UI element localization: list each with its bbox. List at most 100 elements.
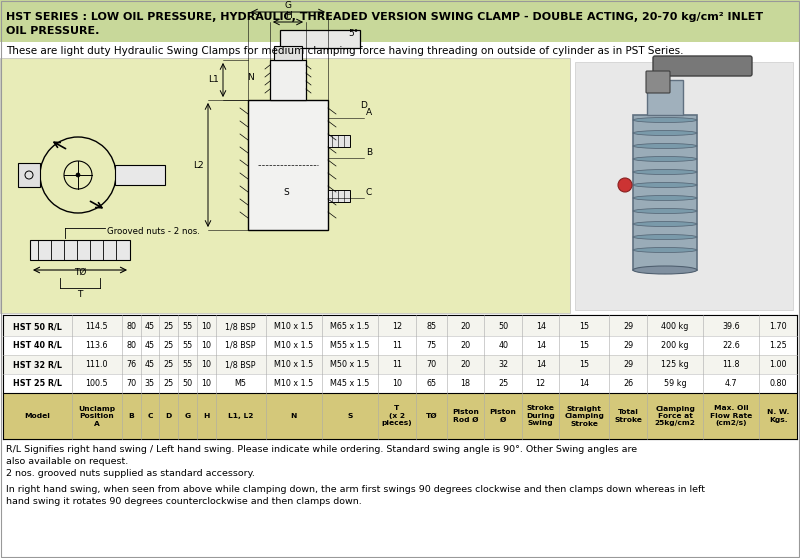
FancyBboxPatch shape xyxy=(270,60,306,100)
FancyBboxPatch shape xyxy=(328,190,350,202)
Text: B: B xyxy=(366,148,372,157)
Circle shape xyxy=(618,178,632,192)
Text: 65: 65 xyxy=(426,379,436,388)
Text: L1: L1 xyxy=(208,75,219,84)
Text: 113.6: 113.6 xyxy=(86,341,108,350)
Text: 10: 10 xyxy=(201,341,211,350)
Text: These are light duty Hydraulic Swing Clamps for medium clamping force having thr: These are light duty Hydraulic Swing Cla… xyxy=(6,46,683,56)
Text: H: H xyxy=(285,11,291,20)
Text: 45: 45 xyxy=(145,341,155,350)
Text: 14: 14 xyxy=(579,379,590,388)
Text: 200 kg: 200 kg xyxy=(662,341,689,350)
Text: 70: 70 xyxy=(426,360,436,369)
Text: B: B xyxy=(128,413,134,419)
FancyBboxPatch shape xyxy=(328,135,350,147)
Text: M55 x 1.5: M55 x 1.5 xyxy=(330,341,370,350)
Text: 100.5: 100.5 xyxy=(86,379,108,388)
Text: M10 x 1.5: M10 x 1.5 xyxy=(274,322,314,331)
Text: M5: M5 xyxy=(234,379,246,388)
Text: Stroke
During
Swing: Stroke During Swing xyxy=(526,406,555,426)
FancyBboxPatch shape xyxy=(575,62,793,310)
Text: 22.6: 22.6 xyxy=(722,341,740,350)
Text: 80: 80 xyxy=(126,341,136,350)
Text: M45 x 1.5: M45 x 1.5 xyxy=(330,379,370,388)
Text: M10 x 1.5: M10 x 1.5 xyxy=(274,341,314,350)
Text: N: N xyxy=(246,73,254,82)
Text: L1, L2: L1, L2 xyxy=(228,413,254,419)
Text: 50: 50 xyxy=(182,379,193,388)
Text: N. W.
Kgs.: N. W. Kgs. xyxy=(767,409,790,423)
Text: T: T xyxy=(78,290,82,299)
Text: 14: 14 xyxy=(536,360,546,369)
FancyBboxPatch shape xyxy=(18,163,40,187)
Text: N: N xyxy=(290,413,297,419)
Ellipse shape xyxy=(633,118,697,123)
Text: 11: 11 xyxy=(392,360,402,369)
FancyBboxPatch shape xyxy=(646,71,670,93)
Text: 55: 55 xyxy=(182,360,193,369)
Text: 25: 25 xyxy=(163,360,174,369)
Text: M65 x 1.5: M65 x 1.5 xyxy=(330,322,370,331)
Text: D: D xyxy=(360,101,367,110)
Text: 5°: 5° xyxy=(348,29,358,38)
Text: 18: 18 xyxy=(461,379,470,388)
Text: M50 x 1.5: M50 x 1.5 xyxy=(330,360,370,369)
Text: OIL PRESSURE.: OIL PRESSURE. xyxy=(6,26,99,36)
Text: 15: 15 xyxy=(579,341,590,350)
Text: 45: 45 xyxy=(145,322,155,331)
Text: 0.80: 0.80 xyxy=(770,379,787,388)
Ellipse shape xyxy=(633,156,697,161)
Text: 20: 20 xyxy=(461,322,470,331)
FancyBboxPatch shape xyxy=(0,0,800,42)
FancyBboxPatch shape xyxy=(3,317,797,336)
Text: HST 32 R/L: HST 32 R/L xyxy=(13,360,62,369)
FancyBboxPatch shape xyxy=(647,80,683,115)
Text: 39.6: 39.6 xyxy=(722,322,740,331)
Text: Unclamp
Position
A: Unclamp Position A xyxy=(78,406,115,426)
FancyBboxPatch shape xyxy=(3,315,797,439)
Text: HST 25 R/L: HST 25 R/L xyxy=(13,379,62,388)
Text: 45: 45 xyxy=(145,360,155,369)
Text: 12: 12 xyxy=(392,322,402,331)
Ellipse shape xyxy=(633,209,697,214)
FancyBboxPatch shape xyxy=(0,58,570,313)
Text: M10 x 1.5: M10 x 1.5 xyxy=(274,360,314,369)
Text: 10: 10 xyxy=(201,379,211,388)
Text: HST 40 R/L: HST 40 R/L xyxy=(13,341,62,350)
Text: Clamping
Force at
25kg/cm2: Clamping Force at 25kg/cm2 xyxy=(654,406,695,426)
Text: M10 x 1.5: M10 x 1.5 xyxy=(274,379,314,388)
Text: 85: 85 xyxy=(426,322,436,331)
Text: 50: 50 xyxy=(498,322,508,331)
Ellipse shape xyxy=(633,234,697,239)
Text: D: D xyxy=(166,413,172,419)
Text: 1/8 BSP: 1/8 BSP xyxy=(226,360,256,369)
Text: 29: 29 xyxy=(623,322,634,331)
Ellipse shape xyxy=(633,195,697,200)
Text: C: C xyxy=(147,413,153,419)
Ellipse shape xyxy=(633,131,697,136)
Text: 25: 25 xyxy=(163,379,174,388)
Text: T
(x 2
pieces): T (x 2 pieces) xyxy=(382,406,412,426)
FancyBboxPatch shape xyxy=(3,336,797,355)
Text: 20: 20 xyxy=(461,341,470,350)
Text: 55: 55 xyxy=(182,341,193,350)
Text: 1/8 BSP: 1/8 BSP xyxy=(226,322,256,331)
Text: Straight
Clamping
Stroke: Straight Clamping Stroke xyxy=(565,406,604,426)
Text: 11: 11 xyxy=(392,341,402,350)
Text: 25: 25 xyxy=(163,341,174,350)
Text: 111.0: 111.0 xyxy=(86,360,108,369)
FancyBboxPatch shape xyxy=(30,240,130,260)
Circle shape xyxy=(76,173,80,177)
Text: 114.5: 114.5 xyxy=(86,322,108,331)
FancyBboxPatch shape xyxy=(3,393,797,439)
Ellipse shape xyxy=(633,182,697,187)
Text: 75: 75 xyxy=(426,341,436,350)
Text: 1.00: 1.00 xyxy=(770,360,787,369)
Text: 40: 40 xyxy=(498,341,508,350)
Text: 14: 14 xyxy=(536,341,546,350)
Text: 12: 12 xyxy=(536,379,546,388)
FancyBboxPatch shape xyxy=(3,374,797,393)
FancyBboxPatch shape xyxy=(248,100,328,230)
Text: G: G xyxy=(184,413,190,419)
Ellipse shape xyxy=(633,248,697,253)
